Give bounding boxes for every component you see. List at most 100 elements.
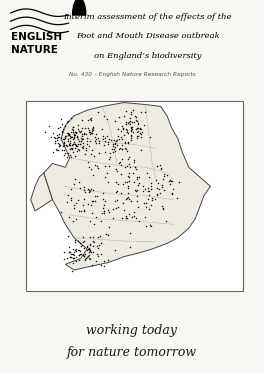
Point: [69, 254, 73, 260]
Point: [75, 133, 79, 139]
Point: [77, 179, 82, 185]
Point: [139, 134, 143, 140]
Point: [129, 126, 133, 132]
Point: [72, 255, 76, 261]
Point: [66, 192, 70, 198]
Point: [74, 135, 79, 141]
Point: [60, 147, 64, 153]
Point: [86, 201, 90, 207]
Point: [71, 251, 75, 257]
Point: [88, 218, 92, 224]
Point: [80, 117, 84, 123]
Point: [111, 142, 116, 148]
Point: [102, 263, 106, 269]
Point: [60, 128, 64, 134]
Point: [77, 128, 81, 134]
Point: [53, 135, 57, 141]
Point: [159, 203, 164, 209]
Point: [76, 141, 80, 147]
Point: [43, 129, 47, 135]
Point: [149, 180, 153, 186]
Point: [61, 143, 65, 149]
Point: [77, 252, 81, 258]
Point: [81, 140, 85, 146]
Point: [120, 156, 124, 162]
Point: [76, 126, 81, 132]
Point: [64, 143, 69, 149]
Point: [60, 129, 64, 135]
Point: [67, 132, 71, 138]
Point: [137, 174, 141, 180]
Point: [82, 131, 86, 137]
Point: [86, 125, 90, 131]
Point: [69, 145, 73, 151]
Point: [135, 133, 139, 139]
Point: [107, 209, 111, 215]
Point: [130, 124, 134, 130]
Point: [149, 183, 153, 189]
Point: [95, 163, 99, 169]
Point: [123, 179, 127, 185]
Point: [71, 141, 75, 147]
Point: [67, 131, 71, 137]
Point: [96, 135, 100, 141]
Point: [147, 188, 151, 194]
Point: [148, 134, 152, 140]
Point: [82, 253, 86, 258]
Point: [91, 198, 95, 204]
Point: [88, 129, 92, 135]
Point: [118, 159, 122, 164]
Point: [75, 144, 79, 150]
Point: [71, 149, 76, 155]
Point: [135, 125, 139, 131]
Point: [154, 185, 159, 191]
Point: [129, 109, 133, 115]
Point: [165, 172, 169, 178]
Text: No. 430 – English Nature Research Reports: No. 430 – English Nature Research Report…: [69, 72, 195, 77]
Point: [123, 145, 128, 151]
Point: [135, 129, 139, 135]
Point: [106, 141, 110, 147]
Point: [162, 173, 167, 179]
Point: [101, 136, 105, 142]
Point: [120, 146, 124, 152]
Point: [87, 245, 91, 251]
Point: [77, 252, 81, 258]
Point: [115, 197, 120, 203]
Point: [129, 135, 133, 141]
Point: [73, 153, 77, 159]
Point: [57, 144, 61, 150]
Point: [164, 218, 168, 224]
Point: [149, 202, 153, 208]
Point: [71, 141, 76, 147]
Point: [73, 142, 78, 148]
Point: [96, 165, 100, 171]
Point: [73, 129, 77, 135]
Point: [99, 251, 103, 257]
Point: [113, 144, 117, 150]
Point: [130, 126, 134, 132]
Point: [92, 153, 96, 159]
Point: [54, 132, 59, 138]
Point: [88, 188, 92, 194]
Point: [113, 198, 117, 204]
Point: [90, 198, 94, 204]
Point: [90, 210, 94, 216]
Point: [63, 123, 68, 129]
Point: [77, 147, 81, 153]
Point: [101, 205, 105, 211]
Point: [87, 127, 91, 133]
Point: [69, 115, 74, 121]
Point: [128, 118, 132, 124]
Point: [99, 240, 103, 246]
Point: [132, 159, 136, 164]
Point: [119, 134, 123, 140]
Point: [62, 256, 66, 262]
Point: [83, 125, 87, 131]
Point: [95, 193, 99, 199]
Point: [94, 131, 98, 137]
Point: [78, 248, 83, 254]
Point: [81, 252, 85, 258]
Point: [57, 141, 61, 147]
Point: [131, 170, 135, 176]
